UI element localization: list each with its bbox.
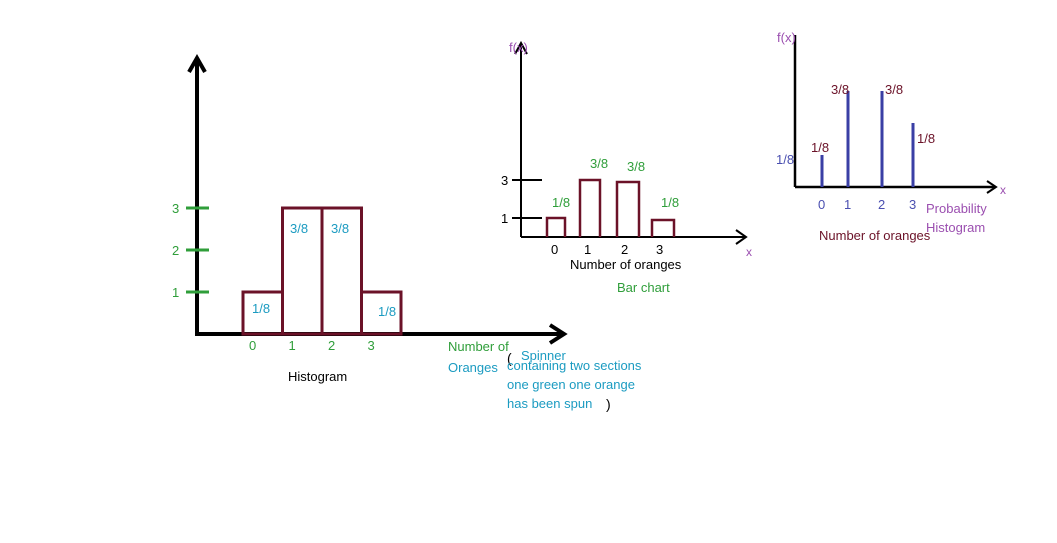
bar-chart-x-arrow (735, 229, 748, 245)
histogram-data-label-1: 3/8 (290, 221, 308, 236)
note-line-2: containing two sections (507, 358, 642, 373)
histogram-data-label-0: 1/8 (252, 301, 270, 316)
bar-chart: f(x) x 1 3 1/8 3/8 3/8 1/8 0 1 2 3 Number of or… (501, 40, 752, 295)
prob-x-tick-label-1: 1 (844, 197, 851, 212)
bar-chart-ylabel: f(x) (509, 40, 528, 55)
bar-chart-data-label-1: 3/8 (590, 156, 608, 171)
note-line-1: Spinner (521, 348, 566, 363)
prob-x-arrow (986, 180, 998, 194)
bar-chart-y-tick-label-3: 3 (501, 173, 508, 188)
prob-x-tick-label-0: 0 (818, 197, 825, 212)
histogram-x-tick-label-1: 1 (289, 338, 296, 353)
histogram-y-tick-label-2: 2 (172, 243, 179, 258)
histogram-y-arrow (187, 53, 207, 73)
prob-ylabel: f(x) (777, 30, 796, 45)
bar-chart-data-label-0: 1/8 (552, 195, 570, 210)
histogram-x-arrow (548, 323, 568, 345)
histogram-xlabel-line1: Number of (448, 339, 509, 354)
note-open-paren: ( (507, 350, 512, 366)
note-close-paren: ) (606, 396, 611, 412)
bar-chart-x-tick-label-1: 1 (584, 242, 591, 257)
bar-chart-xlabel: Number of oranges (570, 257, 682, 272)
note-line-4: has been spun (507, 396, 592, 411)
bar-chart-x-tick-label-3: 3 (656, 242, 663, 257)
histogram-bar-2 (320, 206, 363, 336)
bar-chart-bar-1 (578, 178, 602, 237)
bar-chart-bar-0 (545, 216, 567, 237)
bar-chart-x-tick-label-0: 0 (551, 242, 558, 257)
prob-left-label: 1/8 (776, 152, 794, 167)
histogram-chart: 1 2 3 1/8 3/8 3/8 1/8 0 1 2 3 Histogram Number o… (172, 53, 568, 384)
probability-histogram: f(x) x 1/8 1/8 3/8 3/8 1/8 0 1 2 3 Number of o… (776, 30, 1006, 243)
histogram-bar-3 (360, 290, 403, 336)
histogram-x-tick-label-0: 0 (249, 338, 256, 353)
histogram-y-tick-label-1: 1 (172, 285, 179, 300)
bar-chart-x-tick-label-2: 2 (621, 242, 628, 257)
histogram-data-label-3: 1/8 (378, 304, 396, 319)
prob-data-label-3: 1/8 (917, 131, 935, 146)
prob-data-label-1: 3/8 (831, 82, 849, 97)
bar-chart-y-tick-label-1: 1 (501, 211, 508, 226)
prob-x-tick-label-3: 3 (909, 197, 916, 212)
bar-chart-title: Bar chart (617, 280, 670, 295)
histogram-xlabel-line2: Oranges (448, 360, 498, 375)
bar-chart-y-arrow (514, 40, 528, 55)
prob-x-letter: x (1000, 183, 1006, 197)
histogram-title: Histogram (288, 369, 347, 384)
bar-chart-bar-2 (615, 180, 641, 237)
bar-chart-bar-3 (650, 218, 676, 237)
prob-xlabel: Number of oranges (819, 228, 931, 243)
bar-chart-data-label-3: 1/8 (661, 195, 679, 210)
histogram-x-tick-label-2: 2 (328, 338, 335, 353)
histogram-y-tick-label-3: 3 (172, 201, 179, 216)
prob-title-line2: Histogram (926, 220, 985, 235)
prob-data-label-0: 1/8 (811, 140, 829, 155)
prob-data-label-2: 3/8 (885, 82, 903, 97)
bar-chart-data-label-2: 3/8 (627, 159, 645, 174)
note-line-3: one green one orange (507, 377, 635, 392)
prob-title-line1: Probability (926, 201, 987, 216)
prob-x-tick-label-2: 2 (878, 197, 885, 212)
bar-chart-x-letter: x (746, 245, 752, 259)
histogram-x-tick-label-3: 3 (368, 338, 375, 353)
histogram-data-label-2: 3/8 (331, 221, 349, 236)
spinner-note: ( Spinner containing two sections one gr… (507, 348, 642, 412)
